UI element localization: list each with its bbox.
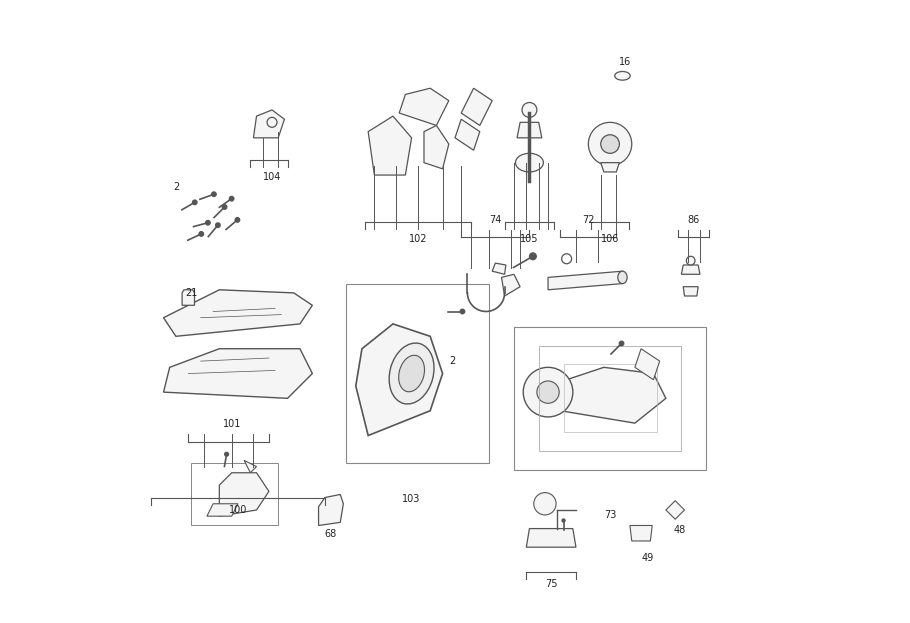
- Polygon shape: [601, 163, 620, 172]
- Circle shape: [523, 368, 572, 417]
- Text: 101: 101: [223, 419, 241, 429]
- Polygon shape: [399, 88, 449, 125]
- Polygon shape: [424, 125, 449, 169]
- Circle shape: [530, 253, 536, 260]
- Circle shape: [620, 341, 623, 346]
- Circle shape: [235, 217, 239, 222]
- Text: 48: 48: [673, 525, 685, 536]
- Polygon shape: [318, 495, 343, 525]
- Text: 2: 2: [449, 356, 455, 366]
- Polygon shape: [207, 504, 238, 516]
- Ellipse shape: [615, 72, 631, 80]
- Polygon shape: [253, 110, 285, 138]
- Circle shape: [193, 200, 197, 204]
- Polygon shape: [455, 119, 480, 150]
- Polygon shape: [683, 287, 698, 296]
- Circle shape: [206, 221, 210, 225]
- Polygon shape: [492, 263, 506, 274]
- Polygon shape: [244, 460, 257, 473]
- Circle shape: [222, 205, 227, 209]
- Polygon shape: [548, 271, 622, 290]
- Text: 16: 16: [620, 57, 632, 67]
- Polygon shape: [666, 501, 684, 520]
- Polygon shape: [219, 473, 269, 516]
- Polygon shape: [682, 265, 700, 274]
- Circle shape: [686, 256, 695, 265]
- Text: 73: 73: [604, 510, 616, 520]
- Text: 103: 103: [402, 495, 420, 505]
- Polygon shape: [526, 528, 576, 547]
- Text: 105: 105: [521, 234, 539, 244]
- Text: 74: 74: [490, 215, 501, 225]
- Circle shape: [225, 452, 228, 456]
- Circle shape: [199, 232, 204, 236]
- Polygon shape: [630, 525, 652, 541]
- Circle shape: [589, 122, 632, 166]
- Circle shape: [212, 192, 217, 196]
- Circle shape: [216, 223, 220, 227]
- Text: 2: 2: [173, 183, 179, 193]
- Ellipse shape: [389, 343, 434, 404]
- Ellipse shape: [515, 153, 543, 172]
- Text: 102: 102: [409, 234, 427, 244]
- Circle shape: [229, 196, 234, 201]
- Text: 100: 100: [228, 505, 248, 515]
- Circle shape: [562, 519, 565, 522]
- Polygon shape: [635, 349, 660, 380]
- Text: 86: 86: [688, 215, 700, 225]
- Text: 21: 21: [186, 288, 197, 298]
- Circle shape: [534, 493, 556, 515]
- Circle shape: [522, 103, 537, 117]
- Polygon shape: [561, 368, 666, 423]
- Polygon shape: [369, 116, 411, 175]
- Text: 68: 68: [325, 528, 337, 538]
- Circle shape: [460, 309, 465, 314]
- Text: 72: 72: [582, 215, 594, 225]
- Ellipse shape: [618, 271, 627, 283]
- Circle shape: [267, 117, 277, 127]
- Text: 75: 75: [545, 579, 558, 589]
- Text: 106: 106: [601, 234, 619, 244]
- Text: 49: 49: [642, 553, 653, 563]
- Polygon shape: [164, 290, 312, 336]
- Polygon shape: [517, 122, 541, 138]
- Circle shape: [601, 135, 620, 153]
- Text: 104: 104: [263, 172, 281, 182]
- Polygon shape: [182, 290, 195, 305]
- Polygon shape: [356, 324, 442, 435]
- Polygon shape: [461, 88, 492, 125]
- Circle shape: [537, 381, 560, 403]
- Polygon shape: [501, 274, 521, 296]
- Ellipse shape: [399, 355, 424, 392]
- Polygon shape: [164, 349, 312, 398]
